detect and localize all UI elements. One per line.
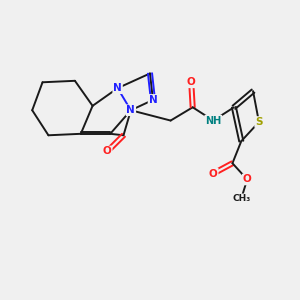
Text: N: N [127,105,135,115]
Text: N: N [148,95,157,105]
Text: O: O [243,174,251,184]
Text: NH: NH [205,116,221,126]
Text: O: O [103,146,112,157]
Text: O: O [187,77,196,87]
Text: O: O [209,169,218,178]
Text: N: N [113,83,122,93]
Text: S: S [255,117,263,127]
Text: CH₃: CH₃ [232,194,250,203]
